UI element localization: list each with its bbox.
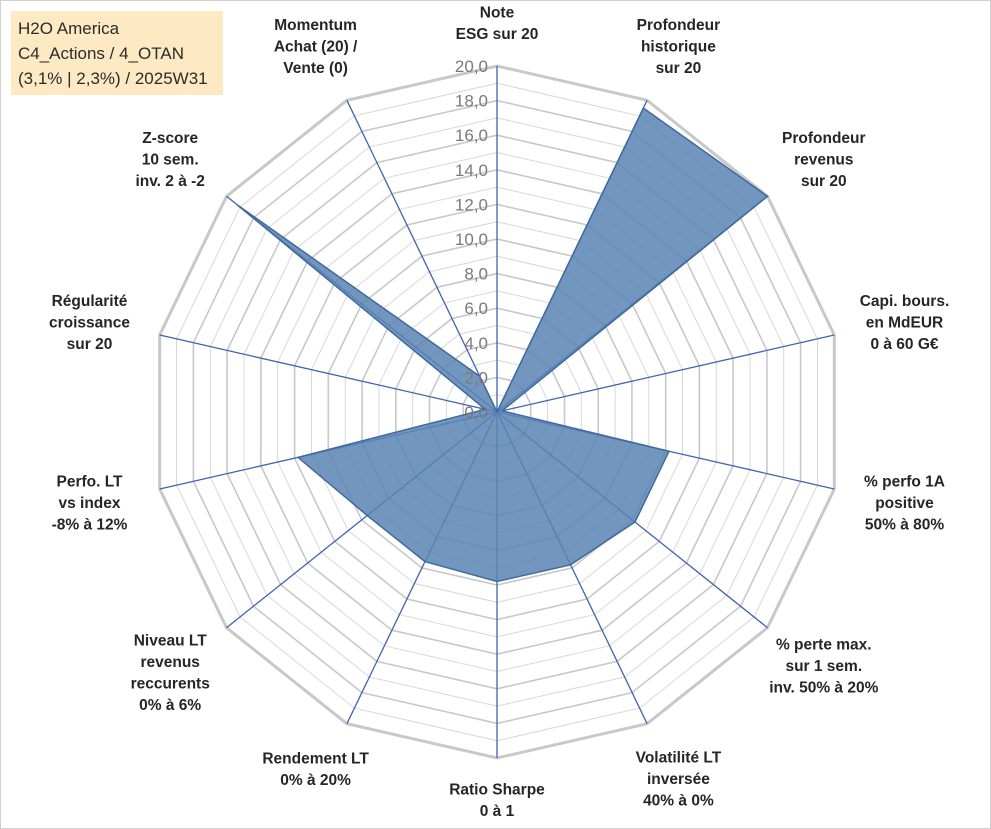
- axis-label: Volatilité LT inversée 40% à 0%: [636, 749, 722, 809]
- axis-label-line: sur 20: [801, 173, 847, 190]
- tick-label: 2,0: [464, 368, 488, 387]
- axis-label-line: Capi. bours.: [860, 293, 950, 310]
- label-layer: Note ESG sur 20 Profondeur historique sur 20…: [49, 5, 949, 821]
- axis-spoke: [159, 334, 498, 413]
- tick-label: 8,0: [464, 265, 488, 284]
- axis-label-line: Profondeur: [782, 130, 866, 147]
- axis-label-line: sur 20: [656, 60, 702, 77]
- axis-label-line: inversée: [647, 771, 710, 788]
- axis-label: Note ESG sur 20: [456, 5, 539, 44]
- axis-label-line: croissance: [49, 314, 130, 331]
- axis-label-line: Momentum: [274, 17, 357, 34]
- axis-label-line: 0% à 20%: [280, 772, 351, 789]
- tick-label: 4,0: [464, 334, 488, 353]
- axis-label-line: Ratio Sharpe: [449, 782, 545, 799]
- axis-label-line: inv. 50% à 20%: [769, 680, 878, 697]
- axis-spoke: [496, 334, 835, 413]
- tick-label: 12,0: [455, 195, 488, 214]
- axis-label-line: -8% à 12%: [52, 517, 128, 534]
- axis-spoke: [346, 100, 498, 413]
- tick-label: 18,0: [455, 92, 488, 111]
- axis-label-line: Niveau LT: [134, 633, 207, 650]
- axis-label-line: 0% à 6%: [139, 697, 201, 714]
- axis-label-line: Note: [480, 5, 515, 22]
- info-box-line-2: C4_Actions / 4_OTAN: [18, 44, 184, 63]
- axis-label-line: reccurents: [131, 676, 210, 693]
- axis-label-line: en MdEUR: [866, 314, 944, 331]
- axis-label: Momentum Achat (20) / Vente (0): [274, 17, 358, 77]
- tick-label: 14,0: [455, 161, 488, 180]
- axis-label-line: vs index: [58, 495, 120, 512]
- axis-label-line: Achat (20) /: [274, 39, 358, 56]
- axis-label-line: revenus: [140, 654, 199, 671]
- info-box-line-1: H2O America: [18, 19, 120, 38]
- axis-label: Niveau LT revenus reccurents 0% à 6%: [131, 633, 210, 715]
- axis-label: Régularité croissance sur 20: [49, 293, 130, 353]
- axis-label: Ratio Sharpe 0 à 1: [449, 782, 545, 821]
- axis-label: Profondeur revenus sur 20: [782, 130, 866, 190]
- tick-label: 6,0: [464, 299, 488, 318]
- axis-label-line: 50% à 80%: [865, 517, 944, 534]
- axis-label-line: Profondeur: [637, 17, 721, 34]
- series-area: [236, 106, 769, 583]
- axis-label-line: % perfo 1A: [864, 474, 945, 491]
- axis-label-line: Volatilité LT: [636, 749, 722, 766]
- axis-label-line: inv. 2 à -2: [135, 173, 205, 190]
- axis-label-line: Vente (0): [283, 60, 348, 77]
- axis-label-line: Régularité: [52, 293, 128, 310]
- axis-label-line: 40% à 0%: [643, 792, 714, 809]
- axis-label-line: historique: [641, 39, 716, 56]
- axis-label-line: 10 sem.: [142, 152, 199, 169]
- axis-label: Rendement LT 0% à 20%: [262, 750, 369, 789]
- axis-label-line: ESG sur 20: [456, 26, 539, 43]
- axis-label: Capi. bours. en MdEUR 0 à 60 G€: [860, 293, 950, 353]
- axis-label: % perte max. sur 1 sem. inv. 50% à 20%: [769, 637, 878, 697]
- axis-label: Profondeur historique sur 20: [637, 17, 721, 77]
- axis-label-line: 0 à 60 G€: [870, 336, 938, 353]
- axis-label: Perfo. LT vs index -8% à 12%: [52, 474, 128, 534]
- axis-label-line: 0 à 1: [480, 803, 515, 820]
- axis-label-line: Z-score: [142, 130, 198, 147]
- axis-label: Z-score 10 sem. inv. 2 à -2: [135, 130, 205, 190]
- axis-label-line: positive: [875, 495, 934, 512]
- axis-label-line: Perfo. LT: [56, 474, 123, 491]
- tick-label: 16,0: [455, 126, 488, 145]
- tick-label: 20,0: [455, 57, 488, 76]
- axis-label-line: sur 1 sem.: [785, 658, 862, 675]
- info-box: H2O America C4_Actions / 4_OTAN (3,1% | …: [11, 11, 223, 95]
- axis-label-line: % perte max.: [776, 637, 872, 654]
- tick-label: 10,0: [455, 230, 488, 249]
- axis-label-line: revenus: [794, 152, 853, 169]
- tick-layer: 0,0 2,0 4,0 6,0 8,0 10,0 12,0 14,0 16,0 18,0 20,0: [455, 57, 488, 422]
- series-layer: [236, 106, 769, 583]
- axis-label-line: sur 20: [67, 336, 113, 353]
- axis-label: % perfo 1A positive 50% à 80%: [864, 474, 945, 534]
- axis-label-line: Rendement LT: [262, 750, 369, 767]
- info-box-line-3: (3,1% | 2,3%) / 2025W31: [18, 69, 208, 88]
- tick-label: 0,0: [464, 403, 488, 422]
